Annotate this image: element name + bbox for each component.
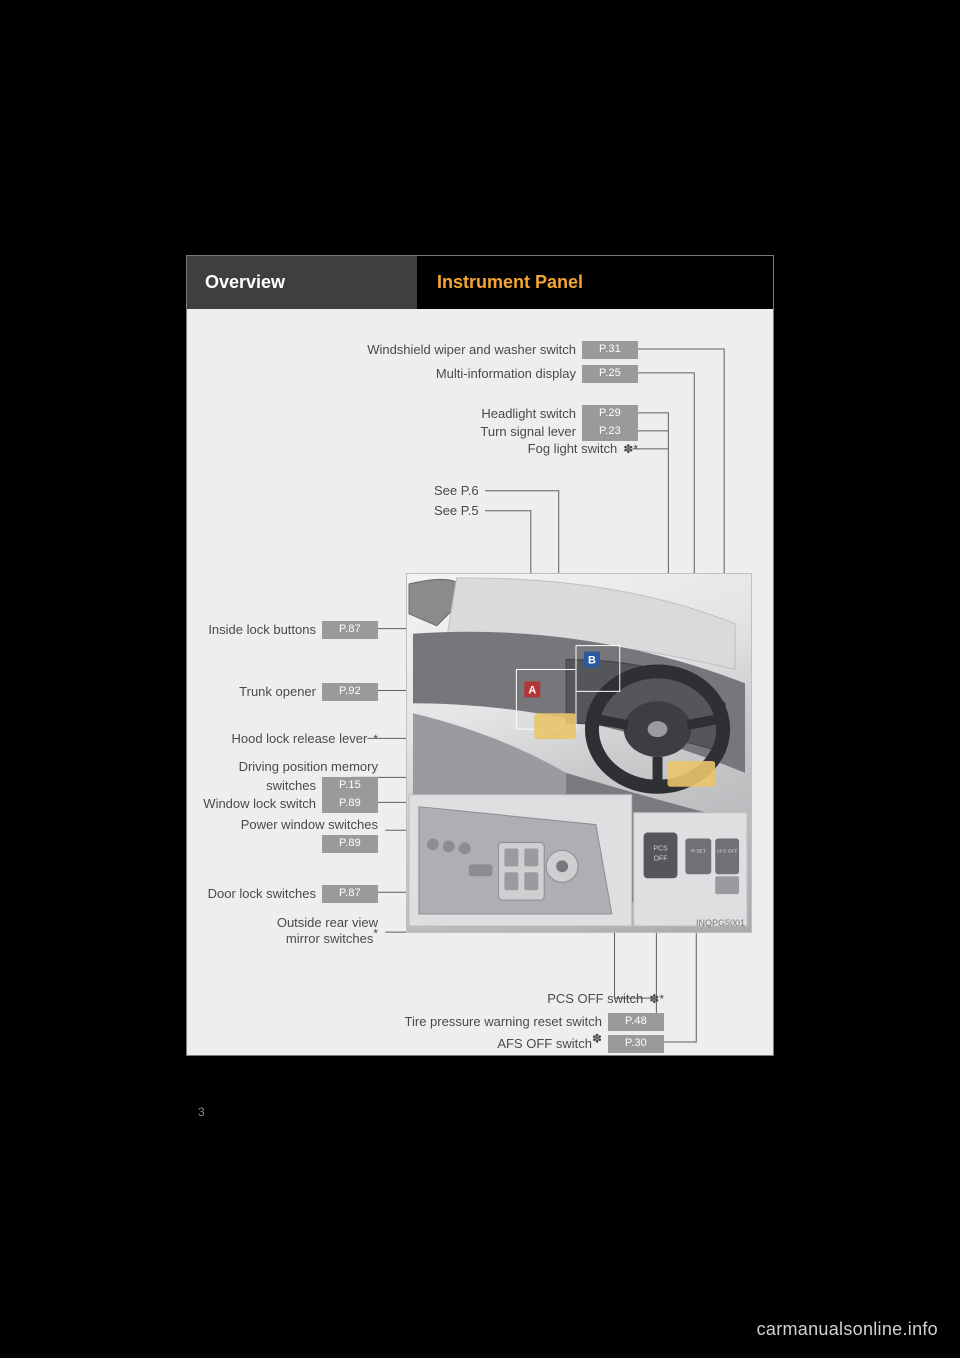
marker-b: B [588, 655, 596, 667]
label-trunk-page: P.92 [322, 683, 378, 701]
label-inside-lock-page: P.87 [322, 621, 378, 639]
label-mirror-text1: Outside rear view [277, 915, 378, 931]
header-title: Instrument Panel [417, 256, 773, 309]
label-wiper-page: P.31 [582, 341, 638, 359]
dashboard-svg: A B [407, 574, 751, 932]
label-tire-page: P.48 [608, 1013, 664, 1031]
label-driving-memory-text2: switches [266, 778, 316, 794]
label-tire-text: Tire pressure warning reset switch [405, 1014, 602, 1030]
label-driving-memory-text1: Driving position memory [239, 759, 378, 775]
label-multi: Multi-information display P.25 [436, 365, 638, 383]
label-inside-lock: Inside lock buttons P.87 [196, 621, 378, 639]
label-headlight: Headlight switch P.29 [481, 405, 638, 423]
label-turnsignal: Turn signal lever P.23 [480, 423, 638, 441]
label-tire: Tire pressure warning reset switch P.48 [405, 1013, 664, 1031]
page-header: Overview Instrument Panel [186, 255, 774, 309]
label-driving-memory: Driving position memory switches P.15 [196, 759, 378, 795]
label-hood: Hood lock release lever* [196, 731, 378, 747]
header-overview: Overview [187, 256, 417, 309]
label-trunk: Trunk opener P.92 [196, 683, 378, 701]
label-afs-note: ✽ [592, 1032, 602, 1046]
label-trunk-text: Trunk opener [239, 684, 316, 700]
label-turnsignal-text: Turn signal lever [480, 424, 576, 440]
label-fog-text: Fog light switch [528, 441, 618, 457]
label-door-lock: Door lock switches P.87 [196, 885, 378, 903]
watermark: carmanualsonline.info [757, 1319, 938, 1340]
label-window-lock: Window lock switch P.89 [196, 795, 378, 813]
page-number: 3 [198, 1105, 205, 1119]
content-frame: A B [186, 255, 774, 1056]
label-fog: Fog light switch✽* [528, 441, 638, 457]
label-afs-text: AFS OFF switch [497, 1036, 592, 1052]
label-power-window-text: Power window switches [241, 817, 378, 833]
manual-page: A B [0, 0, 960, 1358]
see-p5: See P.5 [434, 503, 479, 518]
dashboard-illustration: A B [406, 573, 752, 933]
svg-text:OFF: OFF [654, 855, 668, 862]
label-mirror-text2: mirror switches [286, 931, 373, 947]
marker-a: A [528, 684, 536, 696]
label-afs-page: P.30 [608, 1035, 664, 1053]
label-pcs: PCS OFF switch✽* [547, 991, 664, 1007]
label-headlight-text: Headlight switch [481, 406, 576, 422]
label-power-window: Power window switches P.89 [196, 817, 378, 853]
label-wiper: Windshield wiper and washer switch P.31 [367, 341, 638, 359]
svg-text:AFS OFF: AFS OFF [717, 848, 738, 854]
see-p6: See P.6 [434, 483, 479, 498]
label-window-lock-text: Window lock switch [203, 796, 316, 812]
label-headlight-page: P.29 [582, 405, 638, 423]
label-door-lock-text: Door lock switches [208, 886, 316, 902]
label-mirror: Outside rear view mirror switches* [196, 915, 378, 948]
label-wiper-text: Windshield wiper and washer switch [367, 342, 576, 358]
label-pcs-text: PCS OFF switch [547, 991, 643, 1007]
svg-text:⟲ SET: ⟲ SET [691, 848, 706, 854]
image-reference: INQPG5001 [696, 918, 745, 928]
label-turnsignal-page: P.23 [582, 423, 638, 441]
svg-text:PCS: PCS [653, 845, 668, 852]
label-afs: AFS OFF switch✽ P.30 [497, 1035, 664, 1053]
content-area: A B [188, 311, 772, 1054]
label-inside-lock-text: Inside lock buttons [208, 622, 316, 638]
label-driving-memory-page: P.15 [322, 777, 378, 795]
label-hood-text: Hood lock release lever [231, 731, 367, 747]
label-door-lock-page: P.87 [322, 885, 378, 903]
label-power-window-page: P.89 [322, 835, 378, 853]
label-multi-text: Multi-information display [436, 366, 576, 382]
label-mirror-note: * [373, 927, 378, 941]
label-multi-page: P.25 [582, 365, 638, 383]
label-window-lock-page: P.89 [322, 795, 378, 813]
